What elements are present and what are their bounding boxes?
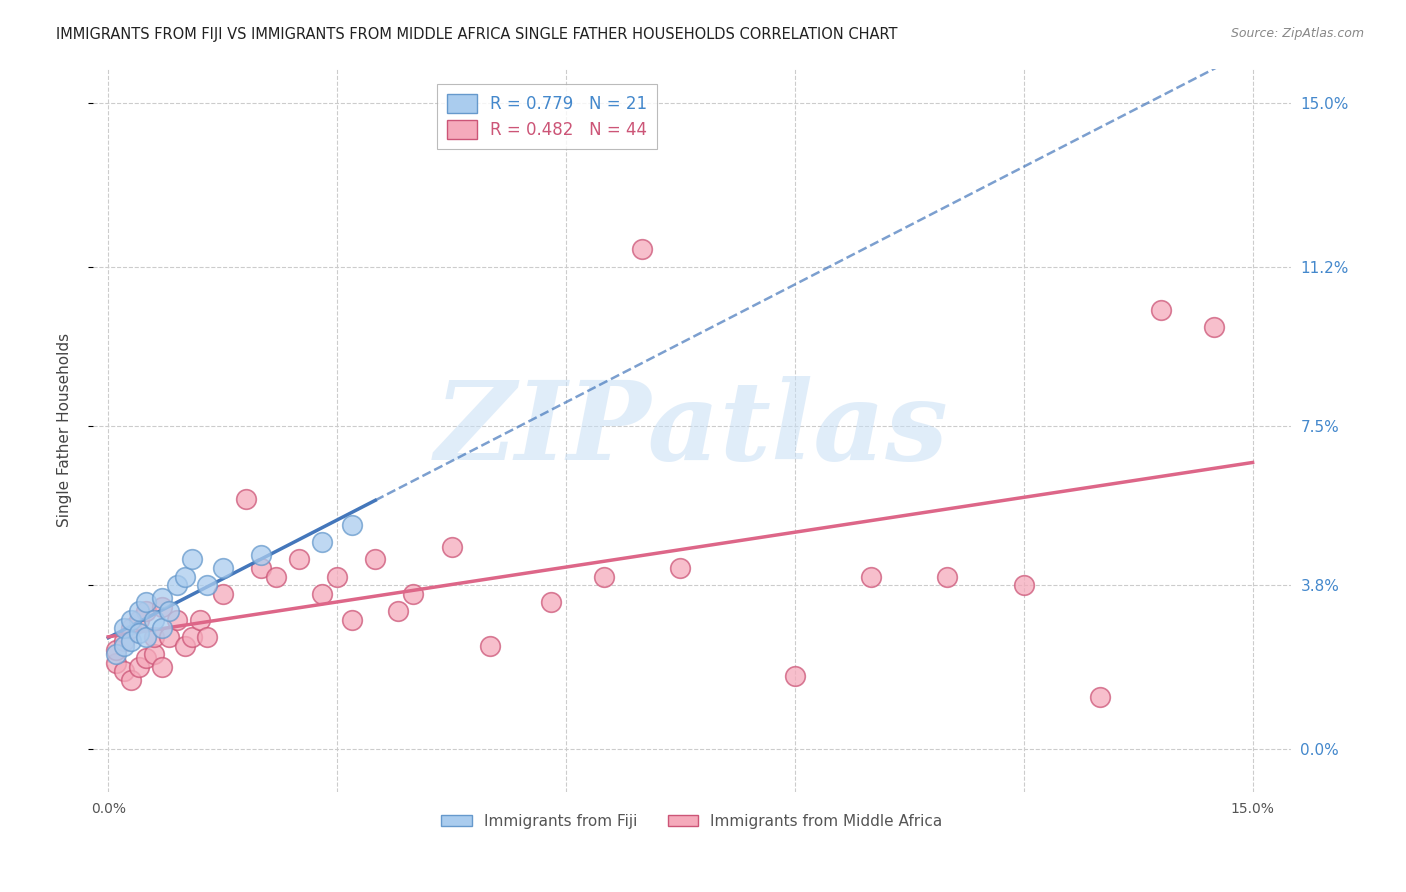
Point bbox=[104, 647, 127, 661]
Y-axis label: Single Father Households: Single Father Households bbox=[58, 334, 72, 527]
Point bbox=[120, 673, 142, 687]
Point bbox=[128, 604, 150, 618]
Point bbox=[235, 492, 257, 507]
Point bbox=[860, 569, 883, 583]
Point bbox=[166, 613, 188, 627]
Point bbox=[1204, 319, 1226, 334]
Point bbox=[631, 243, 654, 257]
Point bbox=[128, 613, 150, 627]
Point bbox=[311, 587, 333, 601]
Point bbox=[150, 599, 173, 614]
Point bbox=[311, 535, 333, 549]
Point bbox=[250, 548, 273, 562]
Point bbox=[150, 591, 173, 606]
Point bbox=[112, 639, 135, 653]
Point bbox=[112, 621, 135, 635]
Point bbox=[669, 561, 692, 575]
Text: IMMIGRANTS FROM FIJI VS IMMIGRANTS FROM MIDDLE AFRICA SINGLE FATHER HOUSEHOLDS C: IMMIGRANTS FROM FIJI VS IMMIGRANTS FROM … bbox=[56, 27, 898, 42]
Point bbox=[181, 552, 204, 566]
Legend: Immigrants from Fiji, Immigrants from Middle Africa: Immigrants from Fiji, Immigrants from Mi… bbox=[434, 808, 949, 835]
Point bbox=[104, 643, 127, 657]
Point bbox=[288, 552, 311, 566]
Point bbox=[150, 660, 173, 674]
Point bbox=[342, 518, 364, 533]
Text: ZIPatlas: ZIPatlas bbox=[434, 376, 949, 484]
Point bbox=[478, 639, 501, 653]
Point bbox=[112, 665, 135, 679]
Point bbox=[783, 669, 806, 683]
Point bbox=[211, 587, 233, 601]
Point bbox=[250, 561, 273, 575]
Point bbox=[166, 578, 188, 592]
Point bbox=[197, 578, 219, 592]
Point bbox=[593, 569, 616, 583]
Point bbox=[157, 630, 180, 644]
Point bbox=[211, 561, 233, 575]
Point bbox=[120, 634, 142, 648]
Point bbox=[364, 552, 387, 566]
Point bbox=[326, 569, 349, 583]
Point bbox=[104, 656, 127, 670]
Point bbox=[1150, 302, 1173, 317]
Point bbox=[120, 613, 142, 627]
Point bbox=[143, 613, 166, 627]
Point bbox=[197, 630, 219, 644]
Point bbox=[1088, 690, 1111, 705]
Point bbox=[342, 613, 364, 627]
Point bbox=[157, 604, 180, 618]
Point bbox=[264, 569, 287, 583]
Point bbox=[135, 595, 157, 609]
Point bbox=[135, 630, 157, 644]
Point bbox=[402, 587, 425, 601]
Point bbox=[150, 621, 173, 635]
Point bbox=[120, 621, 142, 635]
Point bbox=[143, 630, 166, 644]
Point bbox=[112, 634, 135, 648]
Point bbox=[143, 647, 166, 661]
Text: Source: ZipAtlas.com: Source: ZipAtlas.com bbox=[1230, 27, 1364, 40]
Point bbox=[936, 569, 959, 583]
Point bbox=[135, 604, 157, 618]
Point bbox=[173, 569, 195, 583]
Point bbox=[540, 595, 562, 609]
Point bbox=[135, 651, 157, 665]
Point bbox=[128, 625, 150, 640]
Point bbox=[440, 540, 463, 554]
Point bbox=[387, 604, 409, 618]
Point bbox=[128, 660, 150, 674]
Point bbox=[173, 639, 195, 653]
Point bbox=[181, 630, 204, 644]
Point bbox=[188, 613, 211, 627]
Point bbox=[1012, 578, 1035, 592]
